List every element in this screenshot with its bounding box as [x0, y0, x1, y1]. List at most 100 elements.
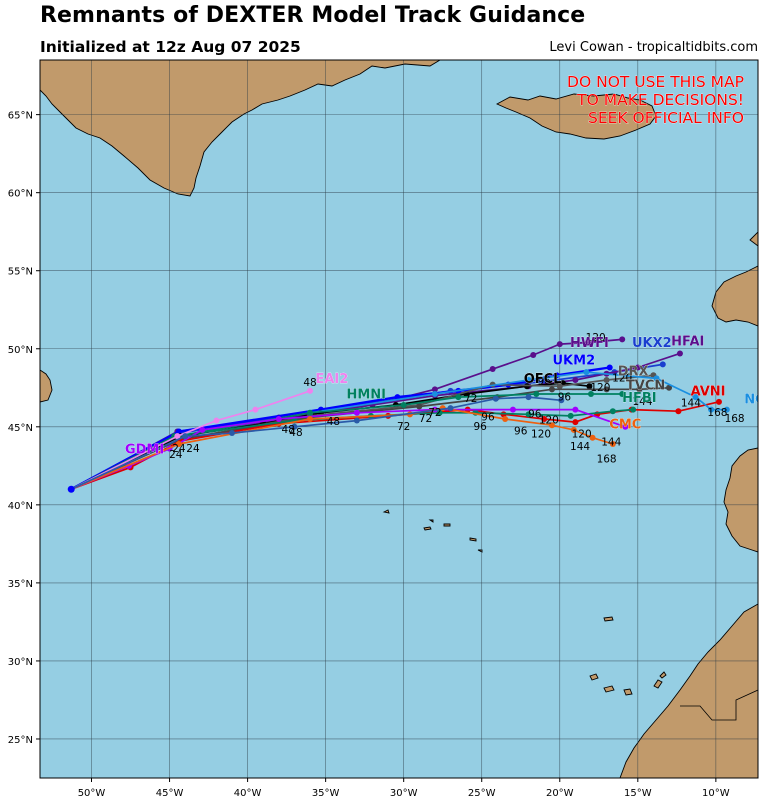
track-point-cmc: [175, 440, 182, 447]
track-point-gdmi: [572, 406, 579, 413]
model-name-eai2: EAI2: [315, 372, 348, 387]
track-point-ncca: [723, 406, 730, 413]
track-point-hfbi: [630, 406, 637, 413]
model-name-tvcn: TVCN: [626, 378, 665, 393]
model-name-ncca: NCCA: [744, 392, 768, 407]
track-point-hfai: [676, 350, 683, 357]
track-point-ncca: [653, 375, 660, 382]
model-name-hfai: HFAI: [671, 335, 704, 350]
tau-label: 144: [681, 398, 701, 410]
azores-islands: [382, 509, 483, 553]
tau-label: 24: [172, 443, 186, 455]
track-point-others: [353, 417, 360, 424]
canary-islands: [589, 671, 667, 696]
track-point-hwfi: [584, 339, 591, 346]
track-point-others: [228, 430, 235, 437]
track-point-ncca: [525, 376, 532, 383]
start-point: [67, 485, 75, 493]
track-point-avni: [541, 416, 548, 422]
init-time: Initialized at 12z Aug 07 2025: [40, 38, 301, 56]
track-point-ukm2: [175, 428, 182, 435]
newfoundland-land: [40, 369, 53, 403]
lat-tick-label: 65°N: [8, 111, 33, 122]
track-point-gdmi: [275, 416, 282, 422]
tau-label: 72: [419, 413, 432, 425]
tau-label: 120: [531, 429, 551, 441]
track-point-hfai: [572, 376, 579, 383]
model-name-cmc: CMC: [609, 417, 641, 432]
track-point-tvcn: [416, 403, 423, 410]
iberia-land: [723, 447, 758, 553]
tau-label: 96: [481, 412, 495, 424]
lat-tick-label: 45°N: [8, 423, 33, 434]
track-point-tvcn: [666, 384, 673, 391]
scotland-land: [749, 231, 758, 247]
track-point-ukx2: [541, 378, 548, 385]
tau-label: 168: [597, 454, 617, 466]
warning-line: SEEK OFFICIAL INFO: [588, 109, 744, 127]
model-name-ukx2: UKX2: [632, 336, 672, 351]
lon-tick-label: 25°W: [468, 788, 496, 799]
track-point-hmni: [455, 394, 462, 401]
track-point-cmc: [307, 416, 314, 422]
lat-axis: 65°N 60°N 55°N 50°N 45°N 40°N 35°N 30°N 25°N: [8, 111, 40, 746]
track-point-avni: [715, 398, 722, 405]
track-point-ncca: [583, 369, 590, 376]
track-point-hmni: [307, 409, 314, 416]
track-point-hfbi: [525, 411, 532, 418]
tau-label: 48: [303, 377, 316, 389]
tau-label: 168: [725, 413, 745, 425]
warning-line: DO NOT USE THIS MAP: [567, 73, 744, 91]
model-name-ukm2: UKM2: [553, 353, 596, 368]
model-name-ofcl: OFCL: [524, 372, 562, 387]
track-point-others: [558, 397, 565, 404]
track-point-gdmi: [509, 406, 516, 413]
tau-label: 168: [707, 407, 727, 419]
lat-tick-label: 30°N: [8, 657, 33, 668]
track-point-drx: [556, 383, 563, 390]
track-point-cmc: [570, 426, 577, 433]
track-point-hfai: [634, 364, 641, 371]
lon-tick-label: 10°W: [702, 788, 730, 799]
model-name-gdmi: GDMI: [125, 442, 164, 457]
africa-land: [619, 603, 758, 778]
lat-tick-label: 25°N: [8, 735, 33, 746]
track-point-ncca: [431, 391, 438, 398]
map-title: Remnants of DEXTER Model Track Guidance: [40, 3, 586, 28]
track-layer: [67, 336, 730, 493]
tau-label: 96: [473, 421, 487, 433]
track-point-drx: [603, 376, 610, 383]
tau-label: 120: [590, 382, 610, 394]
model-name-hfbi: HFBI: [622, 391, 657, 406]
track-point-hfbi: [567, 412, 574, 419]
lon-tick-label: 35°W: [312, 788, 340, 799]
tau-label: 48: [289, 427, 302, 439]
track-point-others: [492, 395, 499, 402]
tau-label: 48: [327, 416, 340, 428]
map-frame: [39, 59, 759, 779]
tau-label: 96: [558, 391, 572, 403]
track-point-eai2: [307, 387, 314, 394]
iceland-land: [495, 93, 657, 140]
tau-label: 96: [514, 426, 528, 438]
lon-tick-label: 15°W: [624, 788, 652, 799]
country-borders: [680, 689, 758, 721]
lat-tick-label: 35°N: [8, 579, 33, 590]
warning-line: TO MAKE DECISIONS!: [576, 91, 744, 109]
lat-tick-label: 50°N: [8, 345, 33, 356]
track-point-cmc: [548, 422, 555, 429]
track-point-tvcn: [603, 386, 610, 393]
tau-label: 120: [586, 332, 606, 344]
lon-tick-label: 40°W: [234, 788, 262, 799]
tau-label: 96: [528, 408, 542, 420]
track-point-eai2: [213, 417, 220, 424]
tau-label: 120: [612, 373, 632, 385]
track-point-hfbi: [436, 409, 443, 416]
lat-tick-label: 55°N: [8, 267, 33, 278]
model-name-drx: DRX: [618, 364, 649, 379]
tau-label: 144: [601, 437, 621, 449]
track-point-hwfi: [556, 341, 563, 348]
model-name-hwfi: HWFI: [570, 336, 609, 351]
